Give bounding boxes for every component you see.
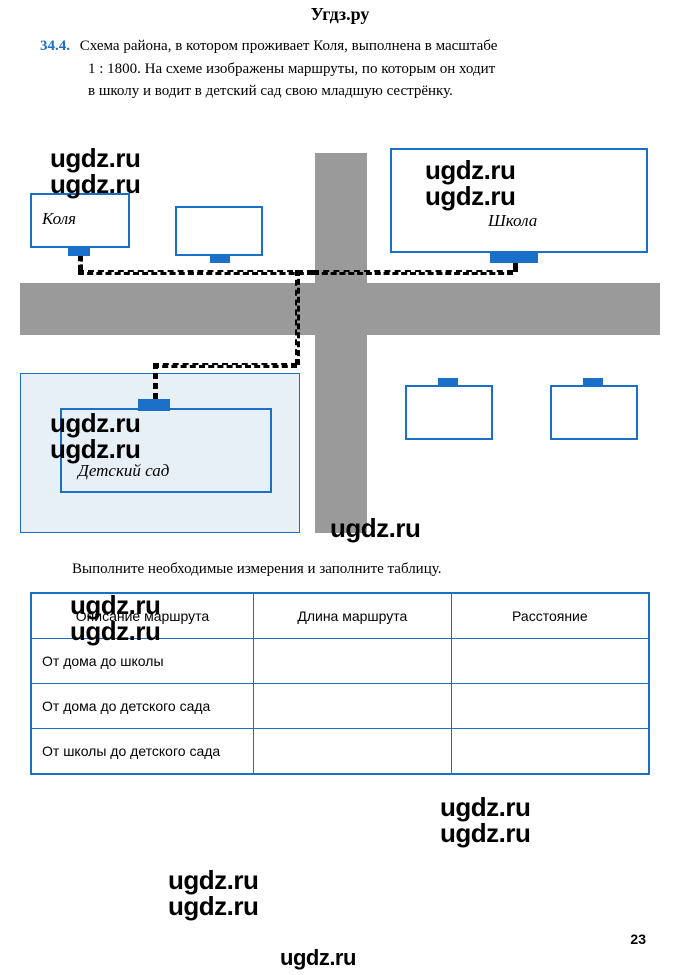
table-cell[interactable] <box>451 638 649 683</box>
page-number: 23 <box>630 931 646 947</box>
problem-line2: 1 : 1800. На схеме изображены маршруты, … <box>40 58 640 81</box>
path-seg <box>153 363 158 399</box>
building-2 <box>175 206 263 256</box>
table-cell[interactable] <box>451 728 649 774</box>
watermark: ugdz.ru <box>70 616 160 647</box>
problem-number: 34.4. <box>40 38 70 54</box>
path-seg <box>78 256 83 270</box>
watermark: ugdz.ru <box>168 891 258 922</box>
road-vertical <box>315 153 367 533</box>
problem-statement: 34.4. Схема района, в котором проживает … <box>0 25 680 103</box>
header-watermark: Угдз.ру <box>0 0 680 25</box>
school-label: Школа <box>488 211 537 231</box>
building-4-door <box>583 378 603 387</box>
kolya-label: Коля <box>42 209 76 229</box>
watermark: ugdz.ru <box>280 945 356 971</box>
table-cell[interactable] <box>451 683 649 728</box>
table-header-distance: Расстояние <box>451 593 649 639</box>
table-cell: От школы до детского сада <box>31 728 253 774</box>
table-cell[interactable] <box>253 683 451 728</box>
district-diagram: Коля Школа Детский сад ugdz.ru ugdz.ru u… <box>20 113 660 533</box>
kolya-door <box>68 246 90 256</box>
problem-line3: в школу и водит в детский сад свою младш… <box>40 80 640 103</box>
building-3-door <box>438 378 458 387</box>
watermark: ugdz.ru <box>425 181 515 212</box>
path-seg <box>78 270 313 275</box>
instruction-text: Выполните необходимые измерения и заполн… <box>0 561 680 578</box>
table-cell[interactable] <box>253 728 451 774</box>
path-seg <box>153 363 297 368</box>
table-cell[interactable] <box>253 638 451 683</box>
path-seg <box>295 270 300 365</box>
watermark: ugdz.ru <box>440 818 530 849</box>
building-3 <box>405 385 493 440</box>
school-door <box>490 251 538 263</box>
building-2-door <box>210 254 230 263</box>
table-header-length: Длина маршрута <box>253 593 451 639</box>
watermark: ugdz.ru <box>50 169 140 200</box>
watermark: ugdz.ru <box>50 434 140 465</box>
building-4 <box>550 385 638 440</box>
path-seg <box>313 270 513 275</box>
problem-line1: Схема района, в котором проживает Коля, … <box>80 38 498 54</box>
kindergarten-door <box>138 399 170 411</box>
path-seg <box>513 263 518 272</box>
watermark: ugdz.ru <box>330 513 420 544</box>
table-cell: От дома до детского сада <box>31 683 253 728</box>
